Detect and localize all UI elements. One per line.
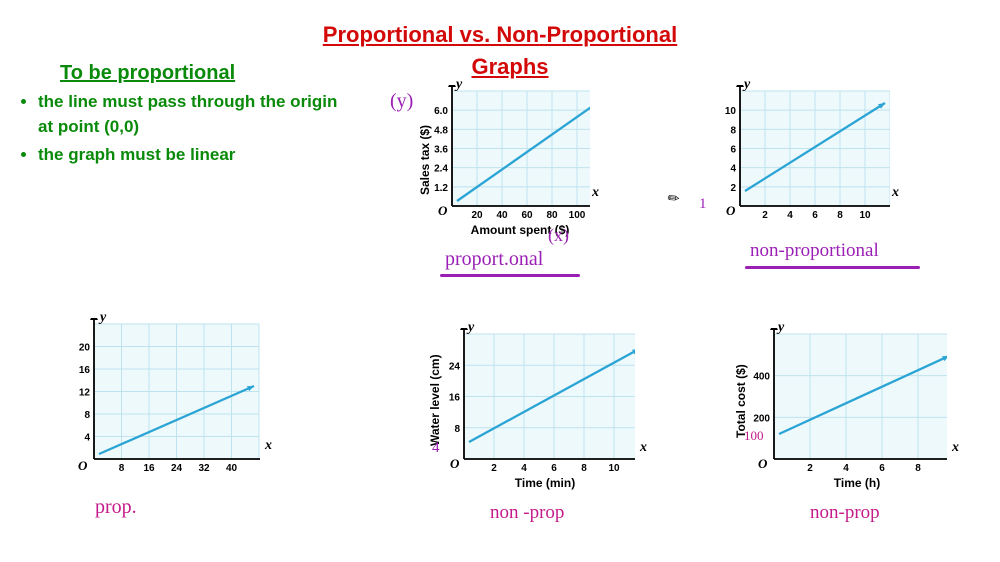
page-title-line1: Proportional vs. Non-Proportional xyxy=(0,22,1000,48)
x-axis-letter: x xyxy=(952,440,959,456)
y-axis-letter: y xyxy=(468,320,474,336)
svg-text:8: 8 xyxy=(454,424,460,435)
svg-text:8: 8 xyxy=(84,410,90,421)
svg-text:4: 4 xyxy=(84,433,90,444)
y-axis-letter: y xyxy=(456,77,462,93)
graph-svg: 2 4 6 8 200 400 xyxy=(732,328,947,473)
x-axis-letter: x xyxy=(265,438,272,454)
svg-text:80: 80 xyxy=(546,210,558,220)
svg-text:8: 8 xyxy=(915,463,921,473)
svg-text:32: 32 xyxy=(198,463,210,473)
svg-text:12: 12 xyxy=(79,388,91,399)
underline-2 xyxy=(745,266,920,269)
svg-text:6: 6 xyxy=(812,210,818,220)
svg-text:4: 4 xyxy=(730,164,736,175)
origin-label: O xyxy=(758,456,767,472)
svg-text:60: 60 xyxy=(521,210,533,220)
y-axis-letter: y xyxy=(778,320,784,336)
svg-text:20: 20 xyxy=(471,210,483,220)
svg-text:10: 10 xyxy=(859,210,871,220)
svg-text:6: 6 xyxy=(879,463,885,473)
page-title-line2: Graphs xyxy=(380,54,640,80)
svg-text:6: 6 xyxy=(551,463,557,473)
graph-sales-tax: y Sales tax ($) 204060801001.22.43.64.86… xyxy=(420,85,590,220)
hand-label-nonprop-2: non -prop xyxy=(490,502,564,524)
subheader: To be proportional xyxy=(60,62,235,85)
svg-text:8: 8 xyxy=(581,463,587,473)
annotation-one: 1 xyxy=(699,196,707,213)
svg-text:2: 2 xyxy=(730,183,736,194)
x-axis-letter: x xyxy=(892,185,899,201)
svg-text:4: 4 xyxy=(843,463,849,473)
svg-text:8: 8 xyxy=(730,125,736,136)
svg-text:2: 2 xyxy=(491,463,497,473)
y-axis-label: Water level (cm) xyxy=(428,354,442,446)
svg-text:1.2: 1.2 xyxy=(434,183,448,194)
annotation-hundred: 100 xyxy=(744,428,764,444)
svg-text:4: 4 xyxy=(787,210,793,220)
hand-label-prop-short: prop. xyxy=(95,496,137,519)
svg-text:40: 40 xyxy=(226,463,238,473)
y-axis-label: Total cost ($) xyxy=(734,364,748,438)
graph-svg: 24681081624 xyxy=(430,328,635,473)
bullet-list: the line must pass through the origin at… xyxy=(18,90,348,172)
y-axis-label: Sales tax ($) xyxy=(418,125,432,195)
svg-text:16: 16 xyxy=(143,463,155,473)
annotation-x: (x) xyxy=(548,225,569,246)
graph-top-right: y 246810246810 O x xyxy=(720,85,890,220)
svg-text:16: 16 xyxy=(79,365,91,376)
svg-text:10: 10 xyxy=(725,106,737,117)
graph-bottom-left: y 81624324048121620 O x xyxy=(70,318,260,473)
svg-text:2.4: 2.4 xyxy=(434,164,448,175)
svg-text:6.0: 6.0 xyxy=(434,106,448,117)
graph-svg: 81624324048121620 xyxy=(70,318,260,473)
svg-text:4: 4 xyxy=(521,463,527,473)
svg-text:2: 2 xyxy=(762,210,768,220)
graph-water-level: y Water level (cm) 24681081624 O x Time … xyxy=(430,328,635,473)
bullet-1: the line must pass through the origin at… xyxy=(38,90,348,139)
x-axis-label: Time (min) xyxy=(485,476,605,490)
svg-text:4.8: 4.8 xyxy=(434,125,448,136)
origin-label: O xyxy=(78,458,87,474)
graph-total-cost: y Total cost ($) 2468200400 O x Time (h) xyxy=(732,328,947,473)
origin-label: O xyxy=(726,203,735,219)
svg-text:400: 400 xyxy=(753,372,770,383)
svg-text:8: 8 xyxy=(837,210,843,220)
svg-text:10: 10 xyxy=(608,463,620,473)
graph-svg: 20 40 60 80 100 1.2 2.4 3.6 4.8 6.0 xyxy=(420,85,590,220)
y-axis-letter: y xyxy=(100,310,106,326)
svg-text:200: 200 xyxy=(753,413,770,424)
svg-text:8: 8 xyxy=(119,463,125,473)
underline-1 xyxy=(440,274,580,277)
annotation-four: 4 xyxy=(432,440,440,457)
annotation-y: (y) xyxy=(390,90,413,113)
bullet-2: the graph must be linear xyxy=(38,143,348,168)
svg-text:40: 40 xyxy=(496,210,508,220)
svg-text:20: 20 xyxy=(79,343,91,354)
origin-label: O xyxy=(438,203,447,219)
x-axis-label: Time (h) xyxy=(802,476,912,490)
hand-label-proportional: proport.onal xyxy=(445,248,543,271)
svg-text:24: 24 xyxy=(171,463,183,473)
hand-label-nonprop-1: non-proportional xyxy=(750,240,879,262)
svg-text:3.6: 3.6 xyxy=(434,145,448,156)
graph-svg: 2 4 6 8 10 2 4 6 8 10 xyxy=(720,85,890,220)
svg-text:2: 2 xyxy=(807,463,813,473)
origin-label: O xyxy=(450,456,459,472)
svg-text:6: 6 xyxy=(730,145,736,156)
svg-text:24: 24 xyxy=(449,361,461,372)
hand-label-nonprop-3: non-prop xyxy=(810,502,880,524)
svg-text:100: 100 xyxy=(569,210,586,220)
svg-text:16: 16 xyxy=(449,393,461,404)
pen-cursor-icon: ✎ xyxy=(664,188,684,209)
y-axis-letter: y xyxy=(744,77,750,93)
x-axis-letter: x xyxy=(592,185,599,201)
x-axis-letter: x xyxy=(640,440,647,456)
